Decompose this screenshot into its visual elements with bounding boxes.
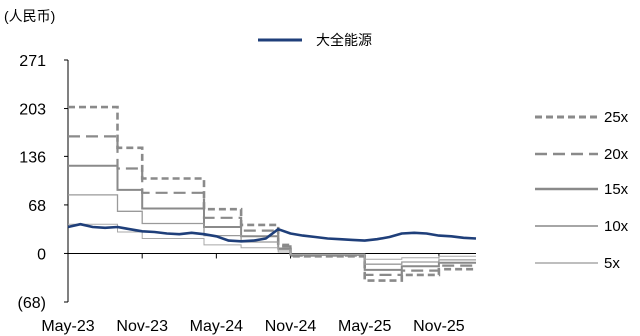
x-tick-label: Nov-25 xyxy=(413,318,465,335)
x-tick-label: Nov-23 xyxy=(116,318,168,335)
y-tick-label: 0 xyxy=(37,246,46,263)
band-line-5x xyxy=(68,223,476,260)
legend-label-5x: 5x xyxy=(604,255,620,272)
x-tick-label: May-25 xyxy=(338,318,391,335)
x-tick-label: May-23 xyxy=(41,318,94,335)
y-tick-label: 136 xyxy=(19,149,46,166)
legend-label-25x: 25x xyxy=(604,109,629,126)
legend-label-price: 大全能源 xyxy=(316,32,372,49)
x-tick-label: Nov-24 xyxy=(265,318,317,335)
y-tick-label: 203 xyxy=(19,102,46,119)
band-line-20x xyxy=(68,135,476,276)
x-tick-label: May-24 xyxy=(190,318,243,335)
legend-label-10x: 10x xyxy=(604,218,629,235)
price-line xyxy=(67,222,477,243)
y-tick-label: 68 xyxy=(28,198,46,215)
band-line-15x xyxy=(68,164,476,271)
unit-label: (人民币) xyxy=(4,8,56,24)
y-tick-label: (68) xyxy=(18,295,46,312)
legend-label-20x: 20x xyxy=(604,146,629,163)
axes: 271 203 136 68 0 (68) May-23 Nov-23 May-24 Nov-24… xyxy=(18,53,476,335)
y-tick-label: 271 xyxy=(19,53,46,70)
band-line-10x xyxy=(68,194,476,265)
price-series xyxy=(67,222,477,243)
pe-bands xyxy=(68,105,476,282)
legend-label-15x: 15x xyxy=(604,181,629,198)
legend: 大全能源 25x 20x 15x 10x 5x xyxy=(258,32,629,272)
band-line-25x xyxy=(68,105,476,282)
